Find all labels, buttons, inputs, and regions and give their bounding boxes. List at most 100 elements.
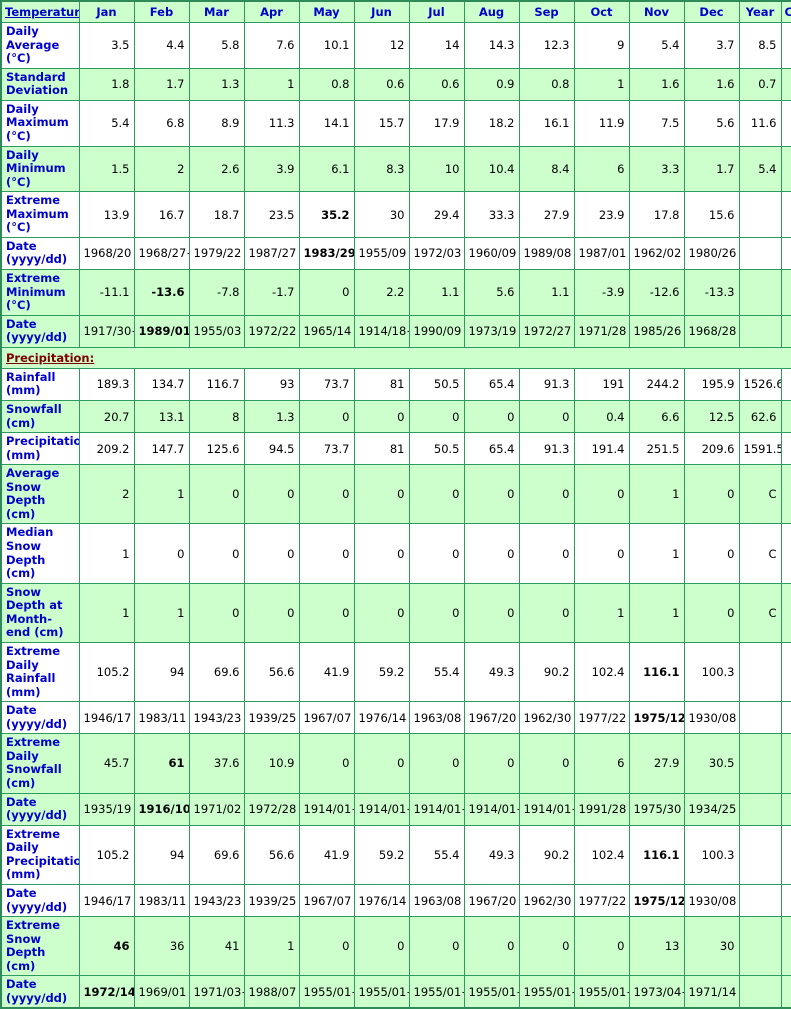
table-row: Date (yyyy/dd)1972/141969/011971/03+1988… bbox=[0, 975, 791, 1009]
table-row: Average Snow Depth (cm) 2 1 0 0 0 0 0 0 0 0 1 0 C bbox=[0, 464, 791, 525]
table-row: Date (yyyy/dd)1917/30+1989/011955/031972… bbox=[0, 314, 791, 348]
data-cell-year: 0.7 bbox=[738, 67, 782, 101]
table-row: Daily Maximum (°C) 5.4 6.8 8.9 11.3 14.1 15.7 1… bbox=[0, 99, 791, 147]
data-cell-aug: 65.4 bbox=[463, 432, 520, 466]
data-cell-jun: 2.2 bbox=[353, 269, 410, 316]
data-cell-code bbox=[780, 641, 791, 703]
data-cell-jul: 0 bbox=[408, 523, 465, 584]
data-cell-apr: 0 bbox=[243, 523, 300, 584]
data-cell-year bbox=[738, 314, 782, 348]
table-row: Extreme Maximum (°C) 13.9 16.7 18.7 23.5 35.2… bbox=[0, 191, 791, 238]
data-cell-year bbox=[738, 824, 782, 885]
data-cell-oct: 102.4 bbox=[573, 641, 630, 703]
data-cell-jun: 1976/14 bbox=[353, 883, 410, 918]
data-cell-jun: 8.3 bbox=[353, 145, 410, 193]
table-row: Daily Minimum (°C) 1.5 2 2.6 3.9 6.1 8.3 10 10.4… bbox=[0, 145, 791, 193]
data-cell-oct: 23.9 bbox=[573, 191, 630, 238]
data-cell-year: 8.5 bbox=[738, 22, 782, 69]
data-cell-jan: 20.7 bbox=[78, 399, 135, 434]
data-cell-feb: 13.1 bbox=[133, 399, 190, 434]
data-cell-mar: 1955/03 bbox=[188, 314, 245, 348]
data-cell-mar: 8 bbox=[188, 399, 245, 434]
data-cell-jan: 1946/17 bbox=[78, 883, 135, 918]
data-cell-may: 41.9 bbox=[298, 641, 355, 703]
data-cell-aug: 5.6 bbox=[463, 269, 520, 316]
data-cell-jul: 1955/01+ bbox=[408, 975, 465, 1009]
data-cell-oct: 191.4 bbox=[573, 432, 630, 466]
row-label: Snow Depth at Month-end (cm) bbox=[0, 582, 80, 643]
data-cell-jun: 59.2 bbox=[353, 824, 410, 885]
data-cell-oct: 0 bbox=[573, 523, 630, 584]
data-cell-dec: 195.9 bbox=[683, 367, 740, 401]
data-cell-year bbox=[738, 236, 782, 271]
data-cell-dec: 1.7 bbox=[683, 145, 740, 193]
data-cell-oct: 1971/28 bbox=[573, 314, 630, 348]
data-cell-nov: 6.6 bbox=[628, 399, 685, 434]
data-cell-code: C bbox=[780, 22, 791, 69]
data-cell-aug: 1973/19 bbox=[463, 314, 520, 348]
data-cell-apr: 1972/28 bbox=[243, 792, 300, 826]
data-cell-nov: 17.8 bbox=[628, 191, 685, 238]
row-label: Date (yyyy/dd) bbox=[0, 314, 80, 348]
data-cell-code bbox=[780, 733, 791, 794]
data-cell-dec: 209.6 bbox=[683, 432, 740, 466]
data-cell-feb: 2 bbox=[133, 145, 190, 193]
data-cell-sep: 16.1 bbox=[518, 99, 575, 147]
data-cell-nov: 1 bbox=[628, 582, 685, 643]
data-cell-dec: 0 bbox=[683, 464, 740, 525]
table-row: Extreme Minimum (°C) -11.1 -13.6 -7.8 -1.7 0 2… bbox=[0, 269, 791, 316]
data-cell-mar: 0 bbox=[188, 464, 245, 525]
data-cell-mar: 2.6 bbox=[188, 145, 245, 193]
data-cell-nov: 1975/30 bbox=[628, 792, 685, 826]
data-cell-may: 0 bbox=[298, 399, 355, 434]
data-cell-jun: 81 bbox=[353, 367, 410, 401]
data-cell-apr: 56.6 bbox=[243, 641, 300, 703]
table-row: Extreme Snow Depth (cm) 46 36 41 1 0 0 0 0 0 0 13 30 bbox=[0, 916, 791, 977]
data-cell-year bbox=[738, 975, 782, 1009]
data-cell-year bbox=[738, 641, 782, 703]
data-cell-oct: 1991/28 bbox=[573, 792, 630, 826]
data-cell-apr: 1987/27 bbox=[243, 236, 300, 271]
data-cell-jul: 1972/03 bbox=[408, 236, 465, 271]
data-cell-aug: 49.3 bbox=[463, 824, 520, 885]
data-cell-nov: 1 bbox=[628, 523, 685, 584]
data-cell-dec: 15.6 bbox=[683, 191, 740, 238]
data-cell-apr: 1 bbox=[243, 67, 300, 101]
data-cell-sep: 1.1 bbox=[518, 269, 575, 316]
data-cell-aug: 1960/09 bbox=[463, 236, 520, 271]
data-cell-may: 0 bbox=[298, 523, 355, 584]
data-cell-nov: 1985/26 bbox=[628, 314, 685, 348]
data-cell-jul: 29.4 bbox=[408, 191, 465, 238]
data-cell-year: C bbox=[738, 464, 782, 525]
data-cell-feb: 1983/11 bbox=[133, 883, 190, 918]
data-cell-nov: 5.4 bbox=[628, 22, 685, 69]
row-label: Date (yyyy/dd) bbox=[0, 883, 80, 918]
data-cell-apr: 3.9 bbox=[243, 145, 300, 193]
column-header-jul: Jul bbox=[408, 0, 465, 23]
data-cell-dec: 30 bbox=[683, 916, 740, 977]
data-cell-apr: 56.6 bbox=[243, 824, 300, 885]
data-cell-oct: 1 bbox=[573, 582, 630, 643]
data-cell-may: 0 bbox=[298, 269, 355, 316]
data-cell-nov: 1975/12 bbox=[628, 701, 685, 735]
data-cell-may: 1967/07 bbox=[298, 701, 355, 735]
data-cell-aug: 1967/20 bbox=[463, 701, 520, 735]
table-row: Standard Deviation 1.8 1.7 1.3 1 0.8 0.6 0.6 0.9… bbox=[0, 67, 791, 101]
row-label: Daily Minimum (°C) bbox=[0, 145, 80, 193]
data-cell-jul: 0 bbox=[408, 582, 465, 643]
data-cell-code bbox=[780, 701, 791, 735]
data-cell-jul: 0 bbox=[408, 399, 465, 434]
row-label: Extreme Snow Depth (cm) bbox=[0, 916, 80, 977]
data-cell-jul: 0.6 bbox=[408, 67, 465, 101]
data-cell-jun: 81 bbox=[353, 432, 410, 466]
data-cell-aug: 10.4 bbox=[463, 145, 520, 193]
data-cell-code: C bbox=[780, 367, 791, 401]
data-cell-jan: 1.5 bbox=[78, 145, 135, 193]
data-cell-code bbox=[780, 916, 791, 977]
data-cell-may: 35.2 bbox=[298, 191, 355, 238]
data-cell-jul: 1990/09 bbox=[408, 314, 465, 348]
data-cell-year bbox=[738, 191, 782, 238]
column-header-sep: Sep bbox=[518, 0, 575, 23]
